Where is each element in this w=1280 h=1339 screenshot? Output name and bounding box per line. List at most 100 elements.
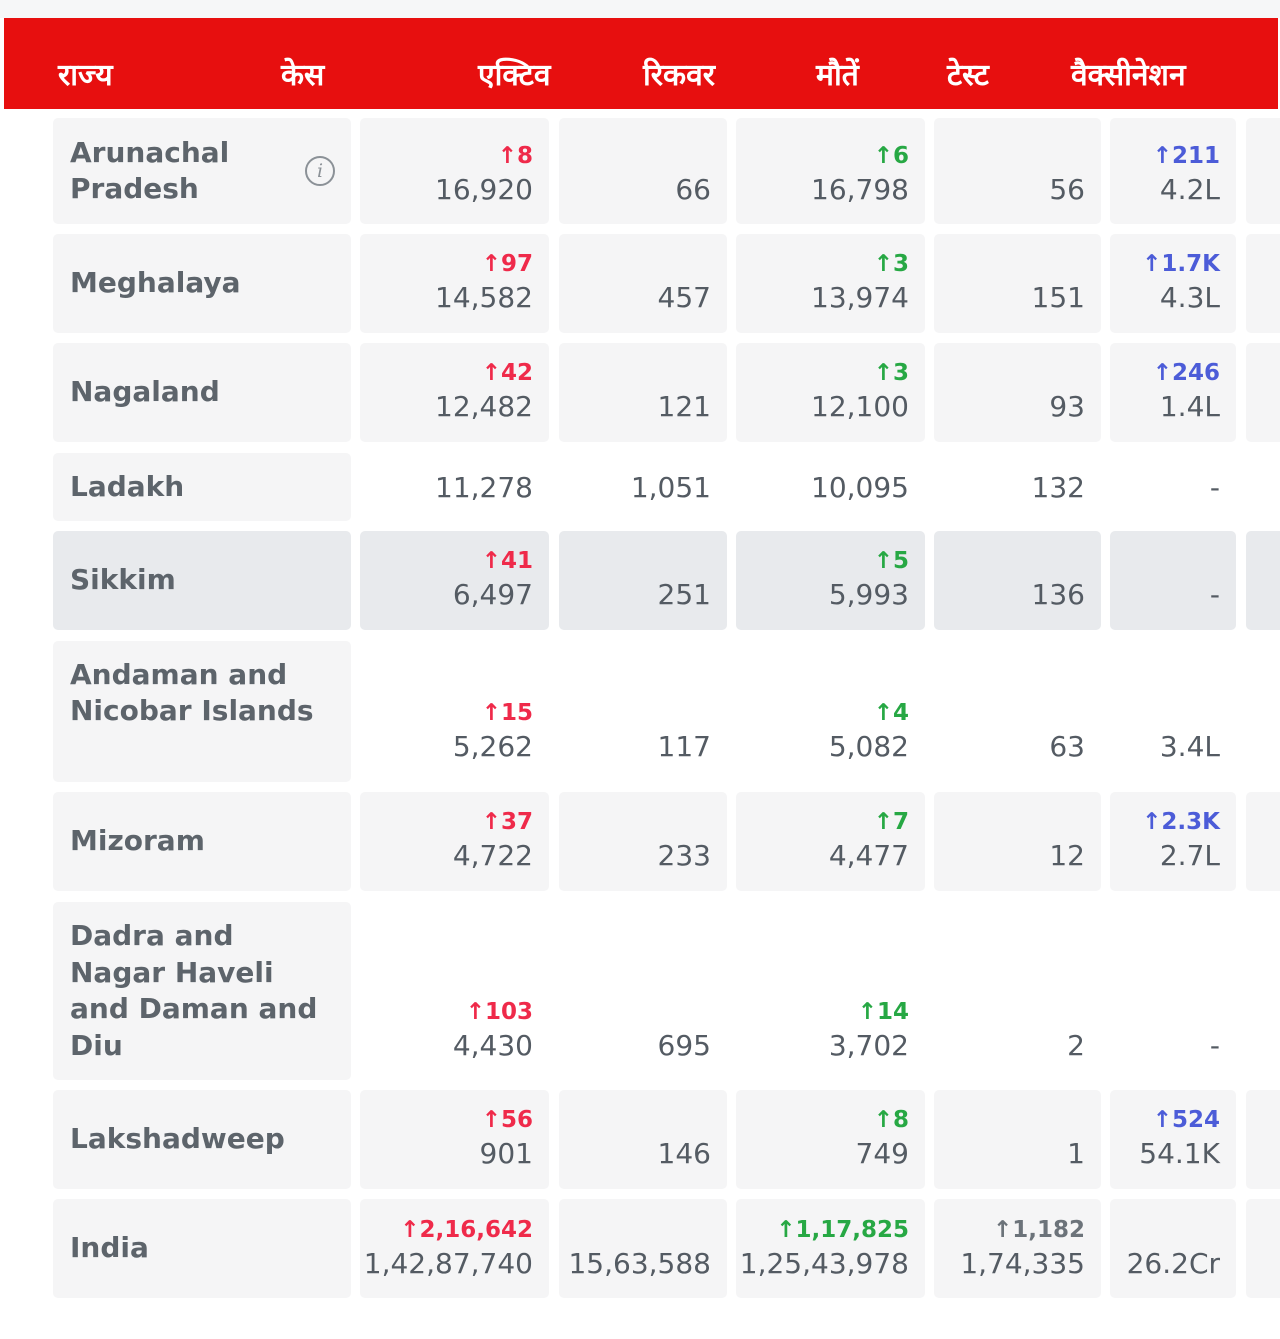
cell-deaths: 1 (934, 1090, 1101, 1189)
header-recovered[interactable]: रिकवर (643, 58, 716, 93)
cell-active: 457 (559, 234, 727, 333)
delta-recovered: ↑14 (857, 999, 909, 1025)
cell-recovered: 10,095 (736, 453, 925, 521)
cell-active: 15,63,588 (559, 1199, 727, 1298)
header-active[interactable]: एक्टिव (478, 58, 551, 93)
info-icon[interactable]: i (305, 156, 335, 186)
delta-cases: ↑56 (481, 1107, 533, 1133)
cell-active: 695 (559, 902, 727, 1080)
value-vacc: 4.3L (1159, 281, 1220, 314)
value-vacc: 2.7L (1159, 839, 1220, 872)
header-state[interactable]: राज्य (58, 58, 113, 93)
value-active: 15,63,588 (568, 1247, 711, 1280)
value-active: 457 (657, 281, 711, 314)
value-active: 1,051 (630, 471, 711, 504)
cell-state[interactable]: Ladakh (53, 453, 351, 521)
cell-state[interactable]: India (53, 1199, 351, 1298)
cell-active: 1,051 (559, 453, 727, 521)
value-vacc: - (1209, 578, 1220, 611)
cell-deaths: 136 (934, 531, 1101, 630)
value-recovered: 1,25,43,978 (739, 1247, 909, 1280)
value-deaths: 63 (1049, 730, 1085, 763)
value-vacc: 26.2Cr (1126, 1247, 1220, 1280)
cell-state[interactable]: Lakshadweep (53, 1090, 351, 1189)
cell-vacc: 26.2Cr (1110, 1199, 1236, 1298)
delta-cases: ↑8 (497, 143, 533, 169)
value-recovered: 10,095 (811, 471, 909, 504)
value-vacc: 1.4L (1159, 390, 1220, 423)
cell-cases: 4,722 ↑37 (360, 792, 549, 891)
cell-vacc: - (1110, 902, 1236, 1080)
cell-vacc: 3.4L (1110, 641, 1236, 782)
value-vacc: 54.1K (1139, 1137, 1220, 1170)
cell-state[interactable]: Nagaland (53, 343, 351, 442)
value-recovered: 13,974 (811, 281, 909, 314)
delta-recovered: ↑4 (873, 700, 909, 726)
value-vacc: - (1209, 1029, 1220, 1062)
delta-cases: ↑97 (481, 251, 533, 277)
header-cases[interactable]: केस (281, 58, 325, 93)
state-name: Andaman and Nicobar Islands (70, 657, 314, 728)
value-vacc: 3.4L (1159, 730, 1220, 763)
cell-extra (1246, 641, 1280, 782)
cell-deaths: 12 (934, 792, 1101, 891)
delta-cases: ↑41 (481, 548, 533, 574)
state-name: Sikkim (70, 563, 176, 597)
cell-recovered: 749 ↑8 (736, 1090, 925, 1189)
state-name: Mizoram (70, 824, 205, 858)
state-name: India (70, 1231, 149, 1265)
cell-active: 66 (559, 118, 727, 224)
cell-recovered: 12,100 ↑3 (736, 343, 925, 442)
value-cases: 11,278 (435, 471, 533, 504)
cell-extra (1246, 234, 1280, 333)
cell-cases: 4,430 ↑103 (360, 902, 549, 1080)
cell-state[interactable]: Dadra and Nagar Haveli and Daman and Diu (53, 902, 351, 1080)
value-deaths: 1,74,335 (960, 1247, 1085, 1280)
value-active: 117 (657, 730, 711, 763)
cell-extra (1246, 792, 1280, 891)
cell-deaths: 1,74,335 ↑1,182 (934, 1199, 1101, 1298)
cell-vacc: - (1110, 453, 1236, 521)
cell-active: 233 (559, 792, 727, 891)
value-cases: 14,582 (435, 281, 533, 314)
value-cases: 16,920 (435, 173, 533, 206)
value-recovered: 4,477 (828, 839, 909, 872)
cell-state[interactable]: Andaman and Nicobar Islands (53, 641, 351, 782)
delta-vacc: ↑1.7K (1142, 251, 1220, 277)
delta-cases: ↑2,16,642 (400, 1217, 533, 1243)
cell-state[interactable]: Arunachal Pradesh i (53, 118, 351, 224)
delta-vacc: ↑524 (1152, 1107, 1220, 1133)
delta-recovered: ↑3 (873, 251, 909, 277)
value-active: 233 (657, 839, 711, 872)
value-deaths: 132 (1031, 471, 1085, 504)
value-recovered: 16,798 (811, 173, 909, 206)
cell-cases: 5,262 ↑15 (360, 641, 549, 782)
header-tests[interactable]: टेस्ट (947, 58, 989, 93)
cell-state[interactable]: Meghalaya (53, 234, 351, 333)
cell-recovered: 1,25,43,978 ↑1,17,825 (736, 1199, 925, 1298)
value-active: 66 (675, 173, 711, 206)
value-cases: 12,482 (435, 390, 533, 423)
cell-state[interactable]: Sikkim (53, 531, 351, 630)
cell-recovered: 16,798 ↑6 (736, 118, 925, 224)
delta-cases: ↑103 (465, 999, 533, 1025)
value-deaths: 93 (1049, 390, 1085, 423)
value-active: 251 (657, 578, 711, 611)
cell-cases: 11,278 (360, 453, 549, 521)
cell-deaths: 151 (934, 234, 1101, 333)
cell-extra (1246, 1090, 1280, 1189)
delta-cases: ↑15 (481, 700, 533, 726)
delta-recovered: ↑8 (873, 1107, 909, 1133)
value-deaths: 136 (1031, 578, 1085, 611)
value-vacc: 4.2L (1159, 173, 1220, 206)
header-vaccination[interactable]: वैक्सीनेशन (1071, 58, 1186, 93)
cell-cases: 14,582 ↑97 (360, 234, 549, 333)
value-deaths: 12 (1049, 839, 1085, 872)
cell-recovered: 4,477 ↑7 (736, 792, 925, 891)
cell-state[interactable]: Mizoram (53, 792, 351, 891)
cell-active: 146 (559, 1090, 727, 1189)
cell-deaths: 63 (934, 641, 1101, 782)
value-deaths: 1 (1067, 1137, 1085, 1170)
header-deaths[interactable]: मौतें (816, 58, 859, 93)
top-strip (0, 0, 1280, 18)
